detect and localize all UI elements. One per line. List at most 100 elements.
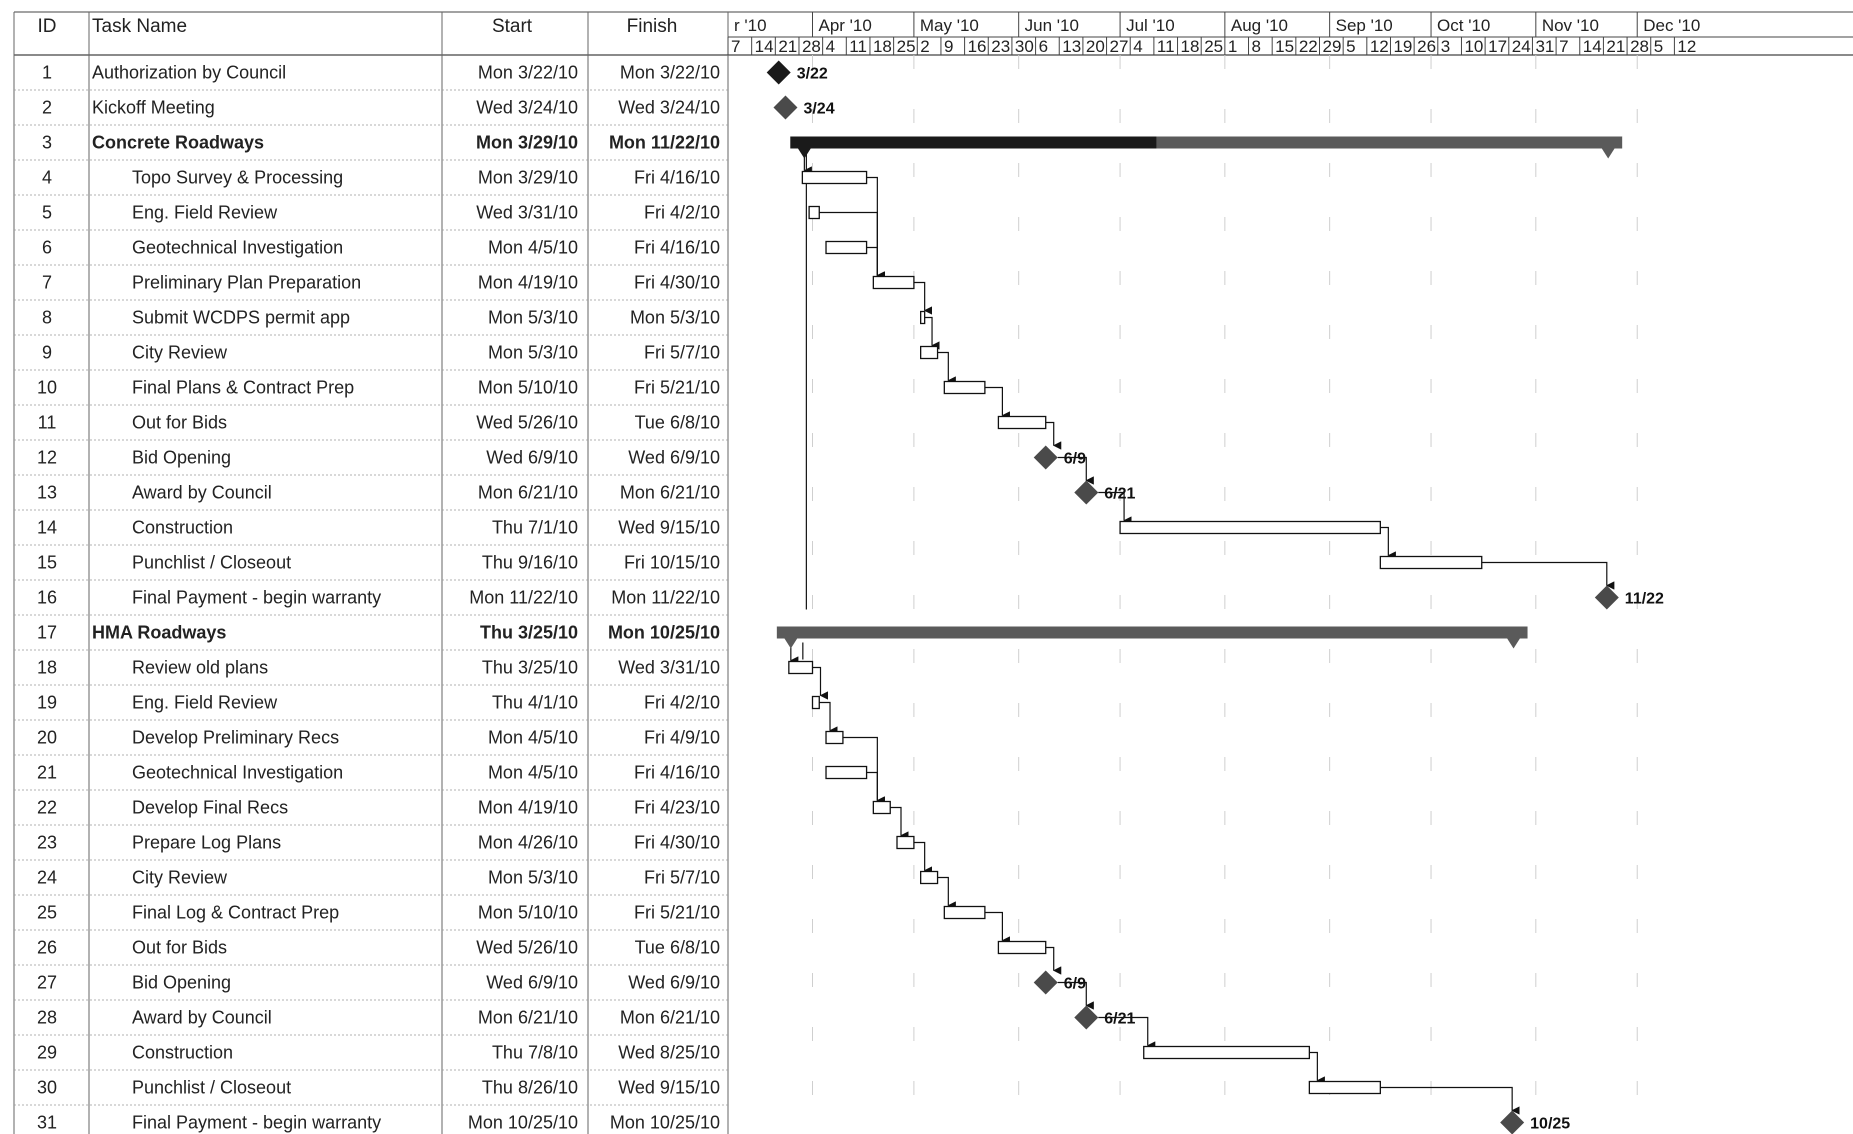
week-label: 30 [1015,37,1034,56]
task-name: Eng. Field Review [132,693,278,713]
task-name: Final Payment - begin warranty [132,1113,381,1133]
task-name: Review old plans [132,658,268,678]
week-label: 22 [1299,37,1318,56]
task-start: Mon 4/26/10 [478,833,578,853]
row-id: 16 [37,588,57,608]
summary-cap-start [790,136,819,159]
row-id: 31 [37,1113,57,1133]
row-id: 17 [37,623,57,643]
dependency-link [913,281,933,315]
task-name: HMA Roadways [92,623,226,643]
task-name: Bid Opening [132,448,231,468]
dependency-link [1045,946,1062,975]
week-label: 28 [802,37,821,56]
task-finish: Mon 3/22/10 [620,63,720,83]
week-label: 27 [1110,37,1129,56]
row-id: 14 [37,518,57,538]
task-finish: Fri 4/30/10 [634,833,720,853]
dependency-link [1057,981,1094,1010]
row-id: 28 [37,1008,57,1028]
month-label: Jun '10 [1025,16,1079,35]
task-finish: Fri 4/2/10 [644,693,720,713]
task-start: Thu 9/16/10 [482,553,578,573]
task-name: Final Plans & Contract Prep [132,378,354,398]
row-id: 10 [37,378,57,398]
week-label: 16 [968,37,987,56]
task-name: City Review [132,343,228,363]
week-label: 28 [1630,37,1649,56]
dependency-link [1481,561,1615,590]
task-bar [811,695,820,710]
task-finish: Fri 4/16/10 [634,238,720,258]
row-id: 6 [42,238,52,258]
task-bar [801,170,868,185]
task-name: Bid Opening [132,973,231,993]
task-start: Mon 5/10/10 [478,903,578,923]
milestone-label: 10/25 [1530,1116,1570,1133]
dependency-link [937,351,956,385]
dependency-link [937,876,956,910]
task-name: Kickoff Meeting [92,98,215,118]
task-finish: Wed 3/24/10 [618,98,720,118]
task-finish: Wed 9/15/10 [618,518,720,538]
task-bar [808,205,820,220]
week-label: 11 [849,37,867,56]
task-start: Wed 5/26/10 [476,413,578,433]
task-finish: Wed 3/31/10 [618,658,720,678]
task-start: Thu 8/26/10 [482,1078,578,1098]
task-finish: Mon 5/3/10 [630,308,720,328]
summary-progress [790,136,1157,149]
task-start: Thu 4/1/10 [492,693,578,713]
week-label: 13 [1062,37,1081,56]
dependency-link [1309,1051,1325,1085]
milestone-diamond [1500,1110,1525,1134]
task-name: Geotechnical Investigation [132,763,343,783]
task-name: Develop Final Recs [132,798,288,818]
milestone-label: 3/22 [797,66,828,83]
task-finish: Fri 5/21/10 [634,903,720,923]
column-header: Task Name [92,16,187,37]
dependency-link [1098,1016,1156,1050]
task-name: Construction [132,1043,233,1063]
task-start: Thu 7/1/10 [492,518,578,538]
milestone-label: 6/9 [1064,976,1086,993]
task-finish: Mon 6/21/10 [620,1008,720,1028]
task-start: Mon 5/3/10 [488,868,578,888]
task-finish: Fri 4/16/10 [634,168,720,188]
week-label: 23 [991,37,1010,56]
task-bar [1119,520,1381,535]
row-id: 25 [37,903,57,923]
summary-bar [776,626,1528,639]
week-label: 6 [1039,37,1048,56]
week-label: 18 [873,37,892,56]
month-label: Aug '10 [1231,16,1288,35]
task-start: Mon 5/10/10 [478,378,578,398]
week-label: 4 [826,37,835,56]
dependency-links [790,152,1615,1115]
month-label: Oct '10 [1437,16,1490,35]
column-header: Finish [627,16,678,37]
week-label: 25 [1204,37,1223,56]
task-finish: Fri 4/9/10 [644,728,720,748]
task-name: Award by Council [132,483,272,503]
week-label: 15 [1275,37,1294,56]
week-label: 8 [1252,37,1261,56]
task-name: Final Payment - begin warranty [132,588,381,608]
row-id: 13 [37,483,57,503]
summary-cap-end [1499,626,1528,649]
task-finish: Tue 6/8/10 [635,938,720,958]
week-label: 24 [1512,37,1531,56]
dependency-link [819,701,838,735]
task-bar [788,660,814,675]
task-finish: Mon 10/25/10 [608,623,720,643]
week-label: 20 [1086,37,1105,56]
week-label: 7 [731,37,740,56]
task-bar [872,275,915,290]
task-finish: Wed 8/25/10 [618,1043,720,1063]
summary-cap-end [1594,136,1623,159]
week-label: 2 [920,37,929,56]
row-id: 23 [37,833,57,853]
task-start: Mon 6/21/10 [478,1008,578,1028]
task-name: Authorization by Council [92,63,286,83]
task-name: Topo Survey & Processing [132,168,343,188]
